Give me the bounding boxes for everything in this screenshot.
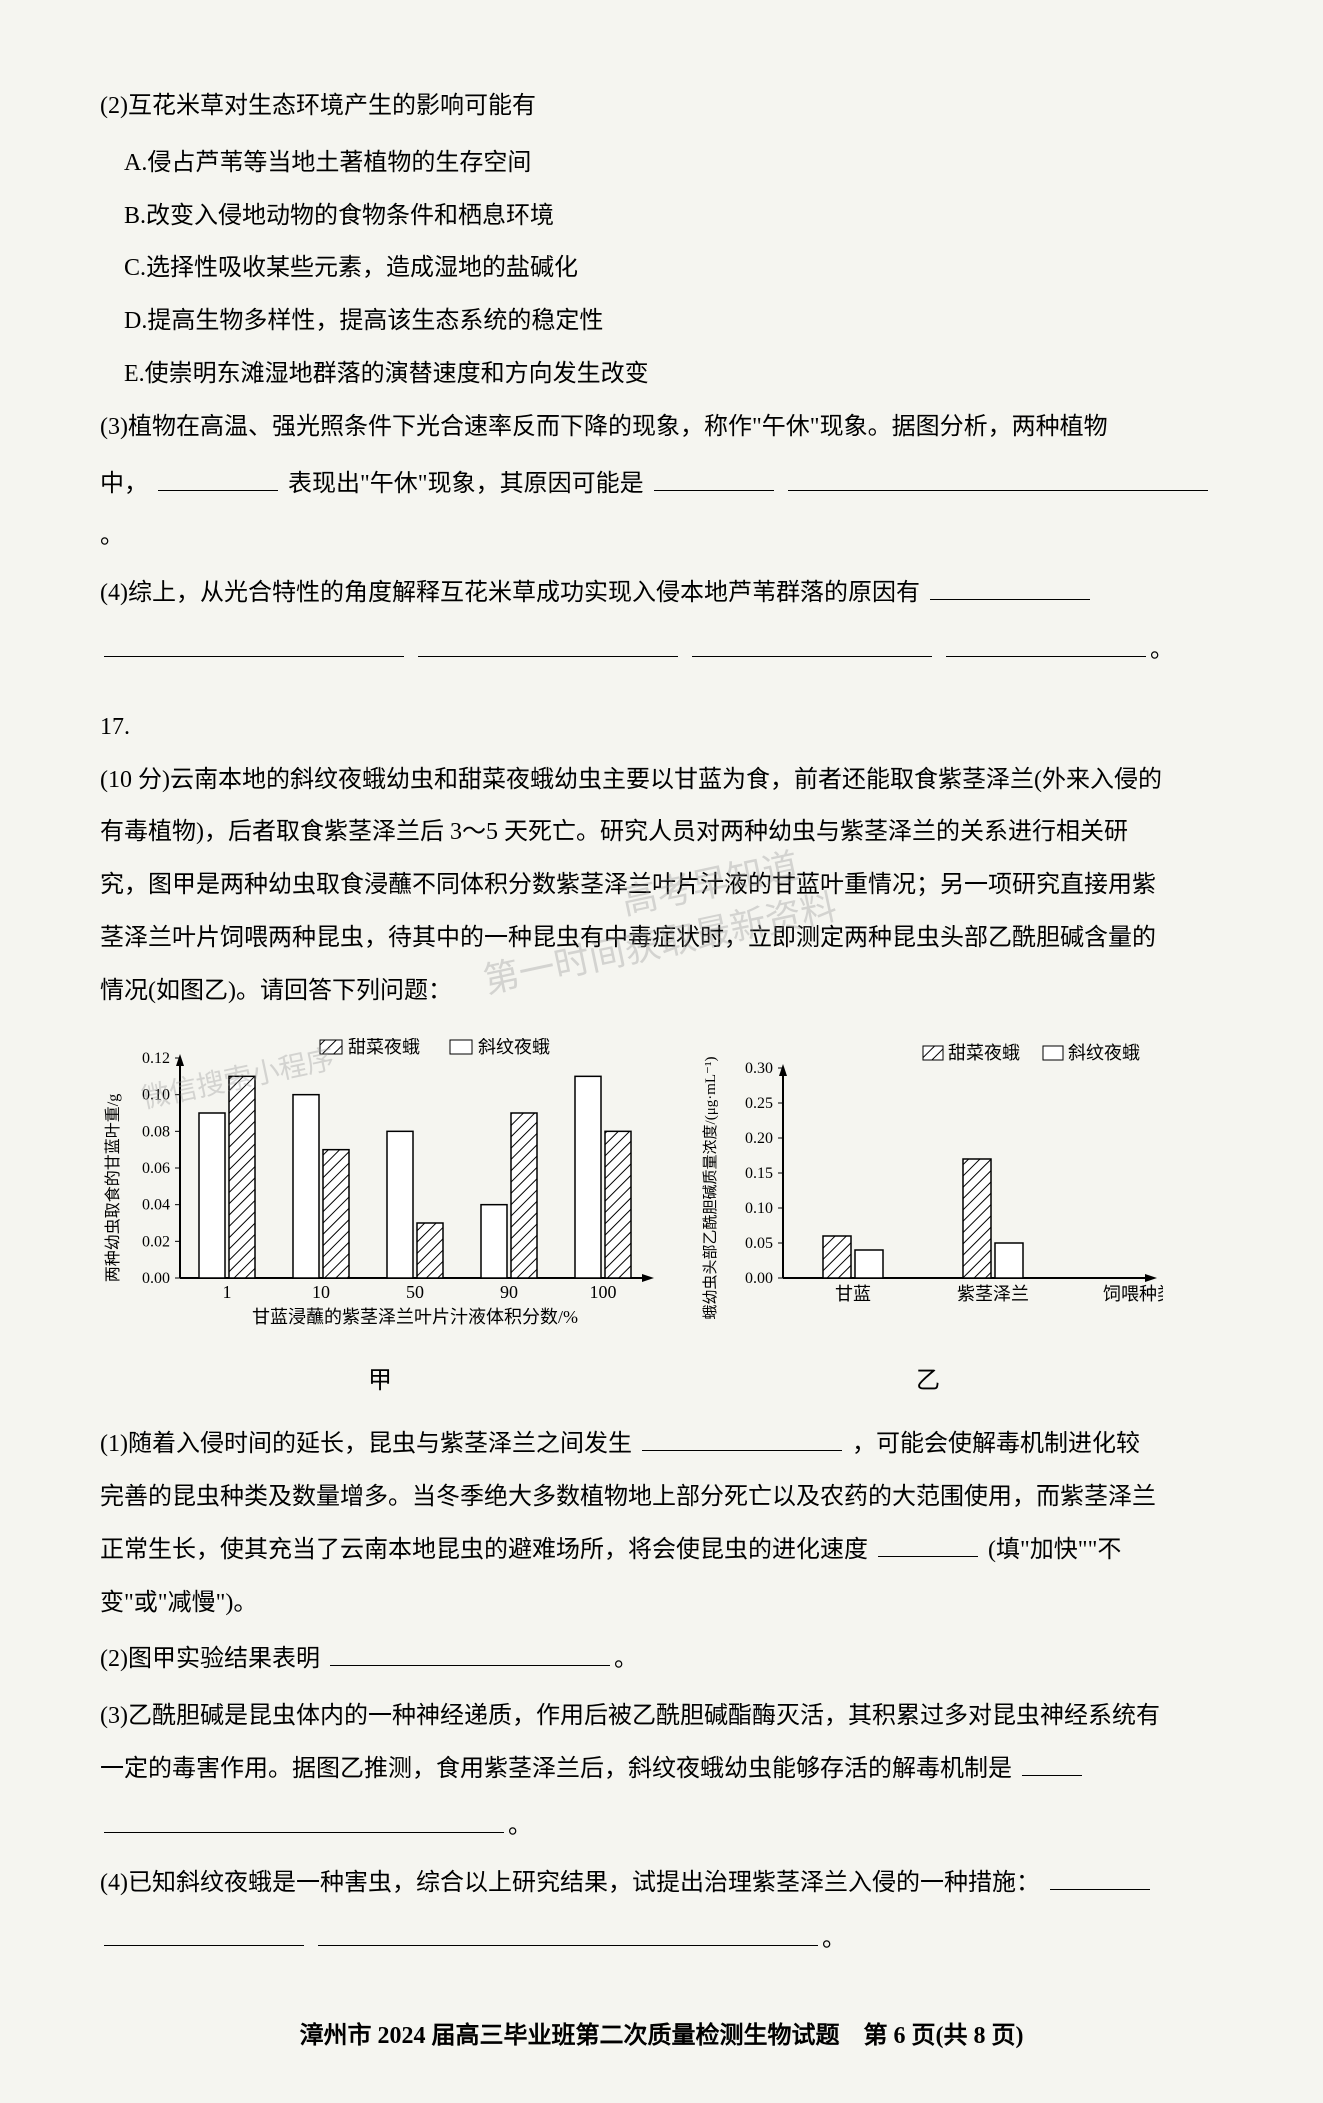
svg-text:0.05: 0.05 [745,1235,773,1252]
q17-1a: (1)随着入侵时间的延长，昆虫与紫茎泽兰之间发生 [100,1431,632,1457]
svg-text:甘蓝: 甘蓝 [835,1284,871,1304]
blank [318,1918,818,1947]
blank [104,1804,504,1833]
blank [1022,1747,1082,1776]
svg-text:0.30: 0.30 [745,1060,773,1077]
blank [946,628,1146,657]
option-d: D.提高生物多样性，提高该生态系统的稳定性 [100,295,1223,348]
q17-3b: 。 [100,1800,1163,1853]
svg-text:0.00: 0.00 [142,1270,170,1287]
blank [642,1422,842,1451]
q17-4a: (4)已知斜纹夜蛾是一种害虫，综合以上研究结果，试提出治理紫茎泽兰入侵的一种措施… [100,1870,1040,1896]
svg-text:0.10: 0.10 [142,1086,170,1103]
q17-4b: 。 [100,1913,1163,1966]
q17-4: (4)已知斜纹夜蛾是一种害虫，综合以上研究结果，试提出治理紫茎泽兰入侵的一种措施… [100,1857,1163,1910]
blank [418,628,678,657]
chart1-svg: 0.00 0.02 0.04 0.06 0.08 0.10 0.12 1 10 50 90 100 甜菜… [100,1038,660,1328]
blank [158,462,278,491]
q17: 17. (10 分)云南本地的斜纹夜蛾幼虫和甜菜夜蛾幼虫主要以甘蓝为食，前者还能… [100,701,1223,1970]
q16-3c: 表现出"午休"现象，其原因可能是 [288,471,644,497]
svg-text:10: 10 [312,1282,330,1302]
svg-text:0.12: 0.12 [142,1050,170,1067]
blank [654,462,774,491]
option-b: B.改变入侵地动物的食物条件和栖息环境 [100,190,1223,243]
q17-3: (3)乙酰胆碱是昆虫体内的一种神经递质，作用后被乙酰胆碱酯酶灭活，其积累过多对昆… [100,1690,1163,1796]
q17-stem-text: (10 分)云南本地的斜纹夜蛾幼虫和甜菜夜蛾幼虫主要以甘蓝为食，前者还能取食紫茎… [100,767,1162,1004]
chart2-svg: 0.00 0.05 0.10 0.15 0.20 0.25 0.30 甘蓝 紫茎泽兰 饲喂种类 甜菜… [693,1038,1163,1328]
q17-2: (2)图甲实验结果表明 。 [100,1633,1163,1686]
q17-2a: (2)图甲实验结果表明 [100,1646,320,1672]
chart1-caption: 甲 [100,1355,660,1408]
q17-stem: (10 分)云南本地的斜纹夜蛾幼虫和甜菜夜蛾幼虫主要以甘蓝为食，前者还能取食紫茎… [100,754,1163,1018]
blank [692,628,932,657]
svg-text:0.15: 0.15 [745,1165,773,1182]
svg-text:90: 90 [500,1282,518,1302]
svg-text:甜菜夜蛾: 甜菜夜蛾 [948,1043,1020,1063]
option-c: C.选择性吸收某些元素，造成湿地的盐碱化 [100,242,1223,295]
svg-text:0.00: 0.00 [745,1270,773,1287]
svg-text:0.10: 0.10 [745,1200,773,1217]
svg-text:蛾幼虫头部乙酰胆碱质量浓度/(μg·mL⁻¹): 蛾幼虫头部乙酰胆碱质量浓度/(μg·mL⁻¹) [702,1056,719,1319]
chart2-caption: 乙 [693,1355,1163,1408]
q17-number: 17. [100,701,160,754]
q16-4-line2: 。 [100,624,1223,677]
blank [788,462,1208,491]
svg-text:0.02: 0.02 [142,1233,170,1250]
blank [330,1638,610,1667]
q16-3b: 中， [100,471,148,497]
q16-4a: (4)综上，从光合特性的角度解释互花米草成功实现入侵本地芦苇群落的原因有 [100,580,920,606]
svg-text:50: 50 [406,1282,424,1302]
blank [930,571,1090,600]
page-footer: 漳州市 2024 届高三毕业班第二次质量检测生物试题 第 6 页(共 8 页) [100,2010,1223,2063]
svg-text:甘蓝浸蘸的紫茎泽兰叶片汁液体积分数/%: 甘蓝浸蘸的紫茎泽兰叶片汁液体积分数/% [252,1307,578,1327]
svg-text:紫茎泽兰: 紫茎泽兰 [957,1284,1029,1304]
svg-text:0.25: 0.25 [745,1095,773,1112]
blank [104,628,404,657]
blank [104,1918,304,1947]
option-e: E.使崇明东滩湿地群落的演替速度和方向发生改变 [100,348,1223,401]
svg-text:0.20: 0.20 [745,1130,773,1147]
svg-text:1: 1 [223,1282,232,1302]
q16-3-line2: 中， 表现出"午休"现象，其原因可能是 。 [100,458,1223,564]
svg-text:饲喂种类: 饲喂种类 [1103,1284,1163,1304]
svg-text:0.04: 0.04 [142,1196,170,1213]
q16-3-line1: (3)植物在高温、强光照条件下光合速率反而下降的现象，称作"午休"现象。据图分析… [100,401,1223,454]
svg-text:两种幼虫取食的甘蓝叶重/g: 两种幼虫取食的甘蓝叶重/g [104,1093,122,1281]
svg-text:斜纹夜蛾: 斜纹夜蛾 [1068,1043,1140,1063]
charts-row: 0.00 0.02 0.04 0.06 0.08 0.10 0.12 1 10 50 90 100 甜菜… [100,1038,1163,1409]
svg-text:斜纹夜蛾: 斜纹夜蛾 [478,1038,550,1057]
chart2-box: 0.00 0.05 0.10 0.15 0.20 0.25 0.30 甘蓝 紫茎泽兰 饲喂种类 甜菜… [693,1038,1163,1409]
chart1-box: 0.00 0.02 0.04 0.06 0.08 0.10 0.12 1 10 50 90 100 甜菜… [100,1038,660,1409]
svg-text:0.08: 0.08 [142,1123,170,1140]
blank [1050,1861,1150,1890]
option-a: A.侵占芦苇等当地土著植物的生存空间 [100,137,1223,190]
q17-3a: (3)乙酰胆碱是昆虫体内的一种神经递质，作用后被乙酰胆碱酯酶灭活，其积累过多对昆… [100,1703,1160,1782]
q16-4-line1: (4)综上，从光合特性的角度解释互花米草成功实现入侵本地芦苇群落的原因有 [100,567,1223,620]
blank [878,1528,978,1557]
q16-2-stem: (2)互花米草对生态环境产生的影响可能有 [100,80,1223,133]
q17-1: (1)随着入侵时间的延长，昆虫与紫茎泽兰之间发生 ，可能会使解毒机制进化较完善的… [100,1418,1163,1629]
svg-text:甜菜夜蛾: 甜菜夜蛾 [348,1038,420,1057]
svg-text:100: 100 [590,1282,617,1302]
svg-text:0.06: 0.06 [142,1160,170,1177]
